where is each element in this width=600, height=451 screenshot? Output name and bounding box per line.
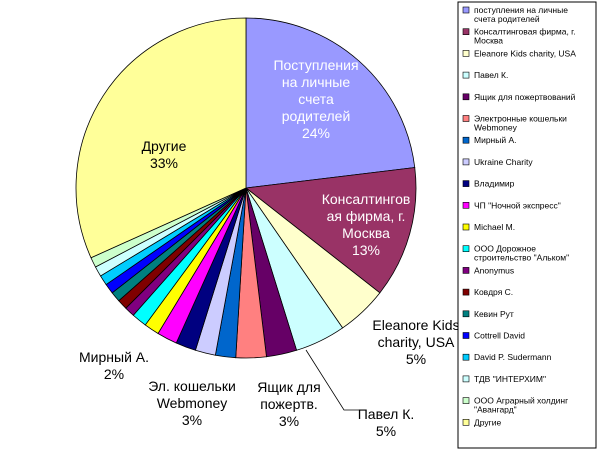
legend-swatch-13 — [462, 288, 470, 296]
legend-entry-1: Консалтинговая фирма, г. Москва — [474, 27, 576, 46]
legend-entry-15: Cottrell David — [474, 331, 525, 341]
legend-entry-8: Владимир — [474, 179, 515, 189]
slice-label-2: Eleanore Kids charity, USA 5% — [372, 317, 459, 367]
legend-entry-13: Ковдря С. — [474, 287, 513, 297]
legend-swatch-9 — [462, 202, 470, 209]
legend-entry-14: Кевин Рут — [474, 309, 514, 319]
legend-swatch-6 — [462, 136, 470, 144]
pie-slice-labels: Поступления на личные счета родителей 24% Кон… — [79, 57, 460, 439]
legend-swatch-17 — [462, 375, 470, 383]
leader-lines — [305, 349, 362, 411]
legend-swatch-7 — [462, 158, 470, 166]
legend-swatch-2 — [462, 50, 470, 57]
legend-entry-2: Eleanore Kids charity, USA — [474, 48, 576, 58]
legend-entry-9: ЧП "Ночной экспресс" — [474, 200, 561, 210]
legend-entry-3: Павел К. — [474, 70, 508, 80]
legend-swatch-10 — [462, 223, 470, 231]
legend-entry-18: ООО Аграрный холдинг "Авангард" — [474, 396, 568, 415]
legend-swatch-1 — [462, 28, 470, 36]
slice-label-4: Ящик для пожертв. 3% — [257, 379, 320, 429]
leader-line-pavel — [305, 349, 362, 411]
legend-entry-5: Электронные кошельки Webmoney — [474, 114, 567, 133]
legend-swatch-18 — [462, 397, 470, 404]
legend-swatch-4 — [462, 93, 470, 101]
legend-swatch-11 — [462, 245, 470, 252]
legend-box — [457, 1, 597, 449]
legend-swatch-12 — [462, 267, 470, 274]
legend-swatch-16 — [462, 353, 470, 361]
slice-label-19: Другие 33% — [142, 138, 187, 171]
legend-entry-17: ТДВ "ИНТЕРХИМ" — [474, 374, 546, 384]
legend-entry-12: Anonymus — [474, 265, 514, 275]
legend: поступления на личные счета родителей Конс… — [457, 1, 597, 449]
pie-slice-0 — [245, 17, 416, 189]
label-mirny: Мирный А. 2% — [79, 349, 149, 382]
legend-entry-7: Ukraine Charity — [474, 157, 533, 167]
slice-label-1: Консалтингов ая фирма, г. Москва 13% — [322, 191, 411, 258]
legend-entry-16: David P. Sudermann — [474, 352, 552, 362]
legend-swatch-3 — [462, 71, 470, 79]
pie-slice-1 — [244, 167, 417, 294]
legend-swatch-0 — [462, 6, 470, 14]
legend-entry-19: Другие — [474, 417, 501, 427]
pie-slices — [75, 17, 417, 359]
legend-entry-0: поступления на личные счета родителей — [474, 5, 568, 24]
legend-swatch-19 — [462, 418, 470, 426]
legend-swatch-8 — [462, 180, 470, 187]
legend-entry-11: ООО Дорожное строительство "Альком" — [474, 244, 569, 263]
pie-slice-19 — [75, 17, 247, 259]
legend-entry-4: Ящик для пожертвований — [474, 92, 576, 102]
legend-entry-10: Michael M. — [474, 222, 515, 232]
legend-entry-6: Мирный А. — [474, 135, 517, 145]
legend-swatch-15 — [462, 332, 470, 339]
legend-swatch-5 — [462, 115, 470, 122]
slice-label-0: Поступления на личные счета родителей 24% — [273, 57, 358, 141]
label-webmoney: Эл. кошельки Webmoney 3% — [148, 378, 236, 428]
slice-label-3: Павел К. 5% — [358, 406, 415, 439]
legend-swatch-14 — [462, 310, 470, 318]
